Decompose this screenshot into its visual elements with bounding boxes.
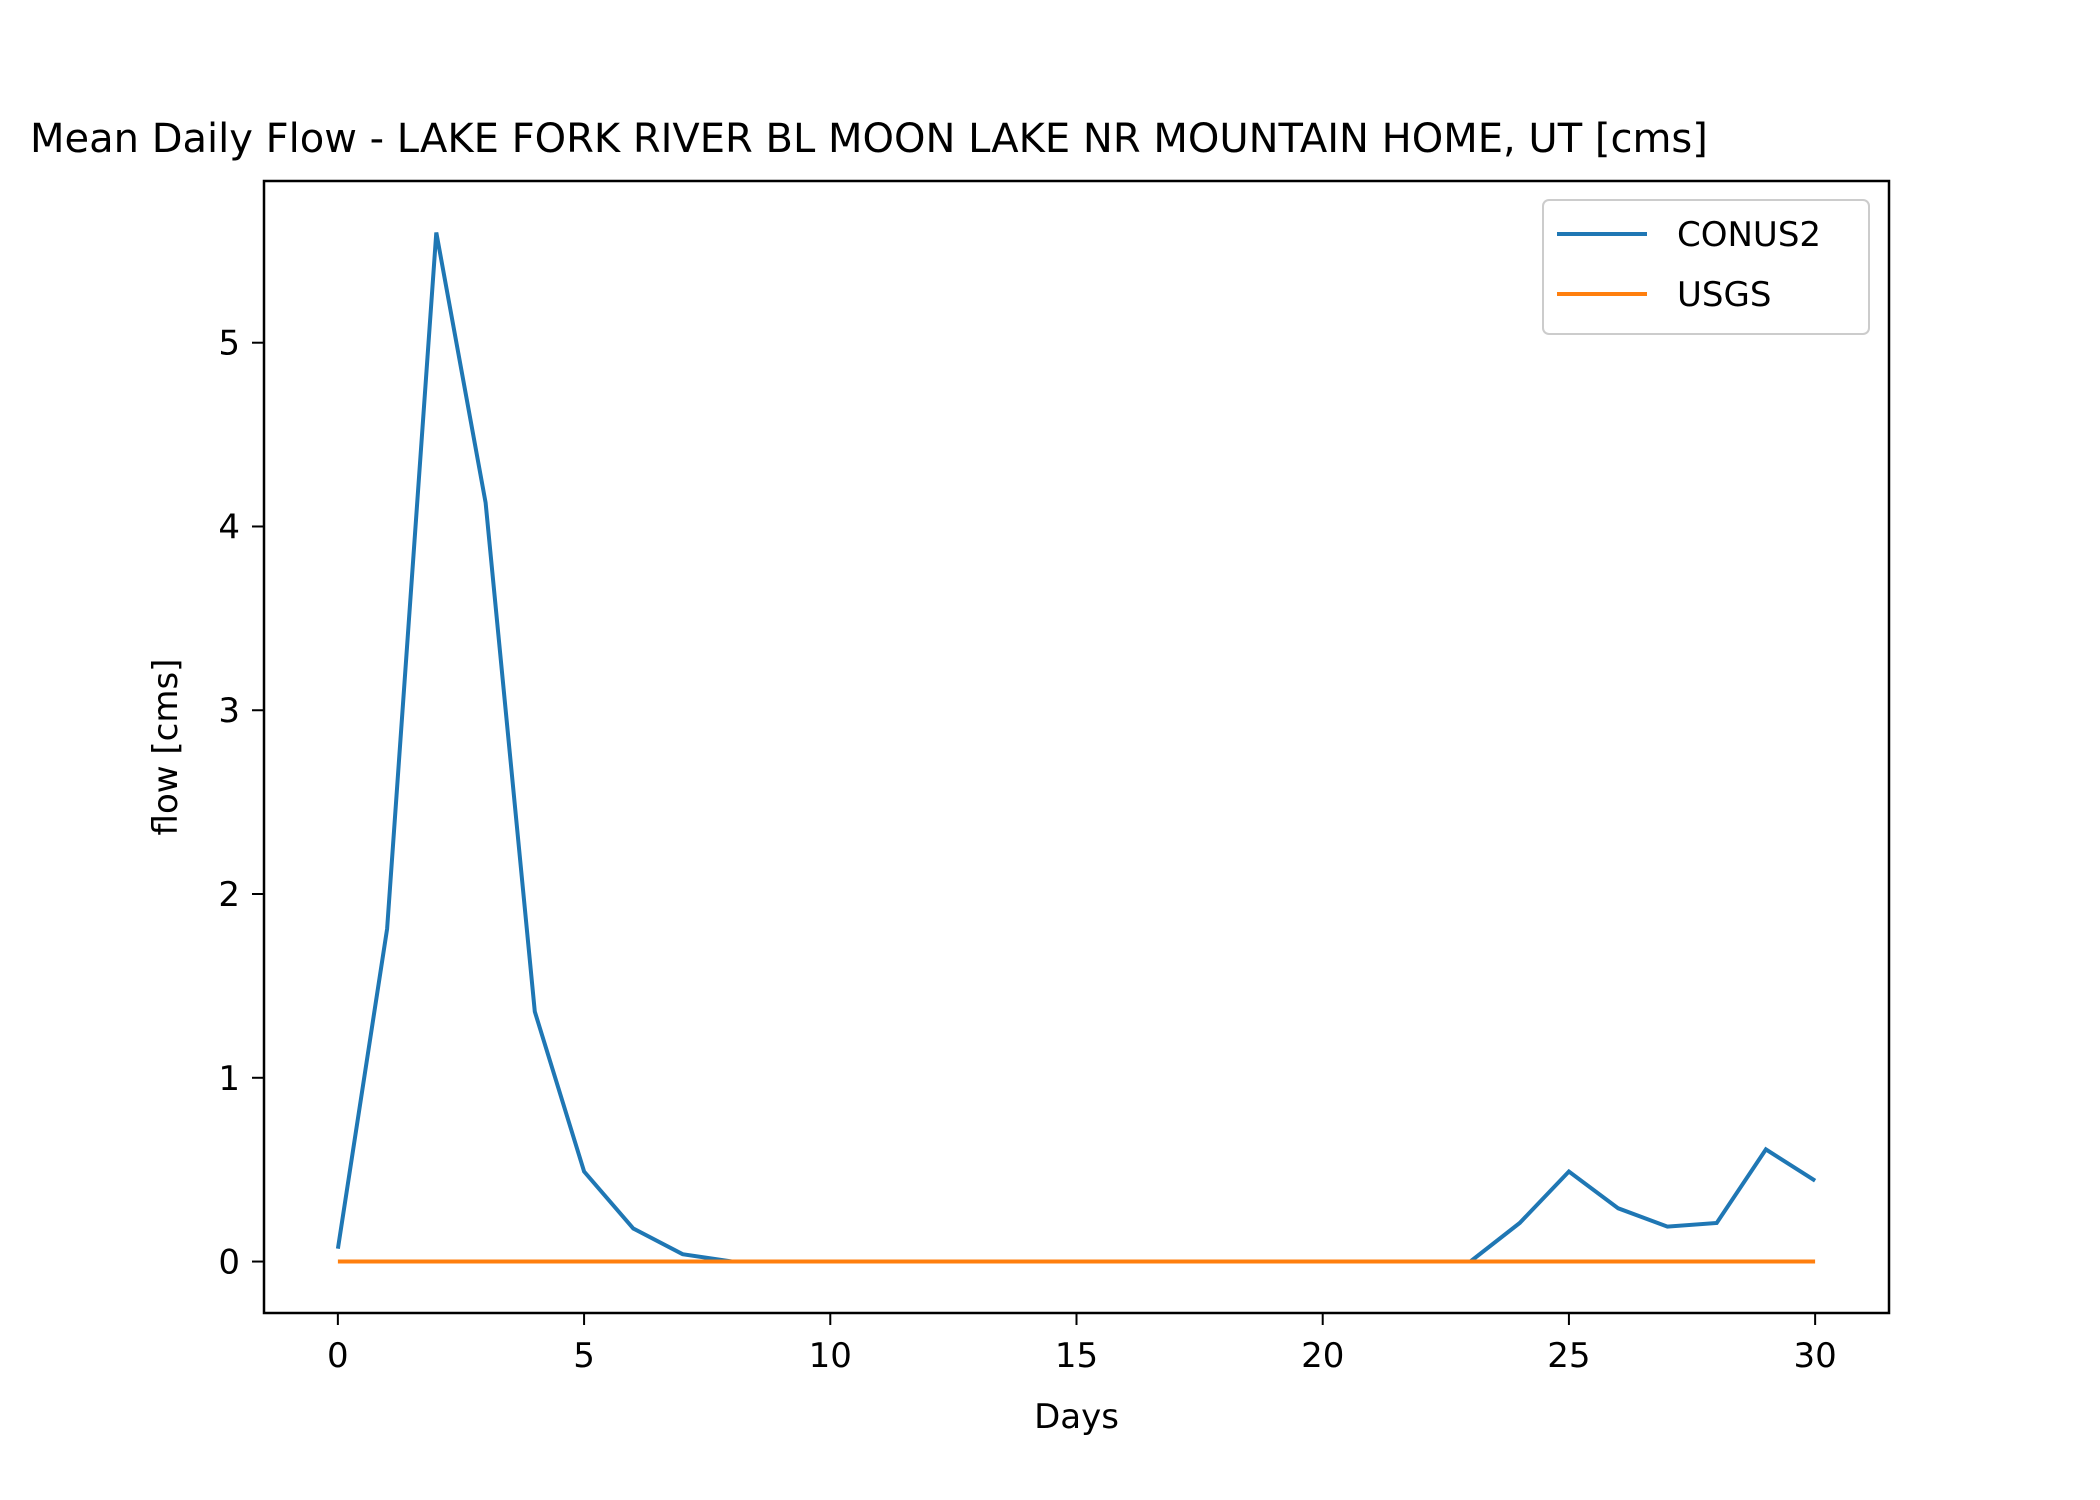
y-axis-label: flow [cms]	[146, 659, 186, 836]
x-tick-label: 25	[1547, 1336, 1590, 1376]
x-tick-label: 0	[327, 1336, 349, 1376]
x-tick-label: 15	[1055, 1336, 1098, 1376]
series-layer	[335, 232, 1817, 1264]
legend-label-usgs: USGS	[1677, 275, 1771, 315]
y-tick-label: 2	[218, 875, 240, 915]
x-axis: 0 5 10 15 20 25 30	[327, 1313, 1837, 1376]
series-line-conus2	[335, 232, 1817, 1264]
x-tick-label: 5	[573, 1336, 595, 1376]
y-tick-label: 3	[218, 691, 240, 731]
x-tick-label: 30	[1794, 1336, 1837, 1376]
y-tick-label: 0	[218, 1243, 240, 1283]
x-axis-label: Days	[1034, 1397, 1119, 1437]
y-axis: 0 1 2 3 4 5	[218, 324, 264, 1283]
x-tick-label: 10	[809, 1336, 852, 1376]
y-tick-label: 5	[218, 324, 240, 364]
y-tick-label: 1	[218, 1059, 240, 1099]
x-tick-label: 20	[1301, 1336, 1344, 1376]
legend-label-conus2: CONUS2	[1677, 215, 1821, 255]
plot-area	[262, 179, 1891, 1315]
y-tick-label: 4	[218, 507, 240, 547]
legend: CONUS2 USGS	[1542, 199, 1870, 335]
chart-title: Mean Daily Flow - LAKE FORK RIVER BL MOO…	[30, 116, 1708, 162]
